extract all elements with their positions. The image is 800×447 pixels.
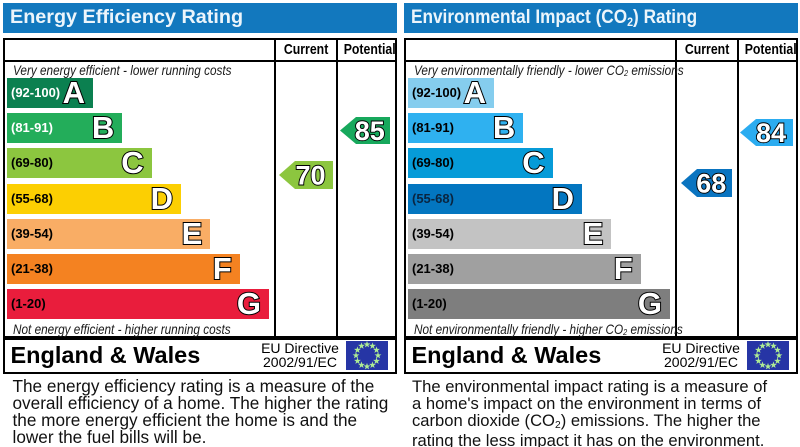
svg-text:70: 70: [295, 161, 325, 189]
svg-text:85: 85: [354, 117, 384, 144]
svg-text:68: 68: [696, 169, 726, 197]
svg-text:84: 84: [756, 119, 786, 146]
